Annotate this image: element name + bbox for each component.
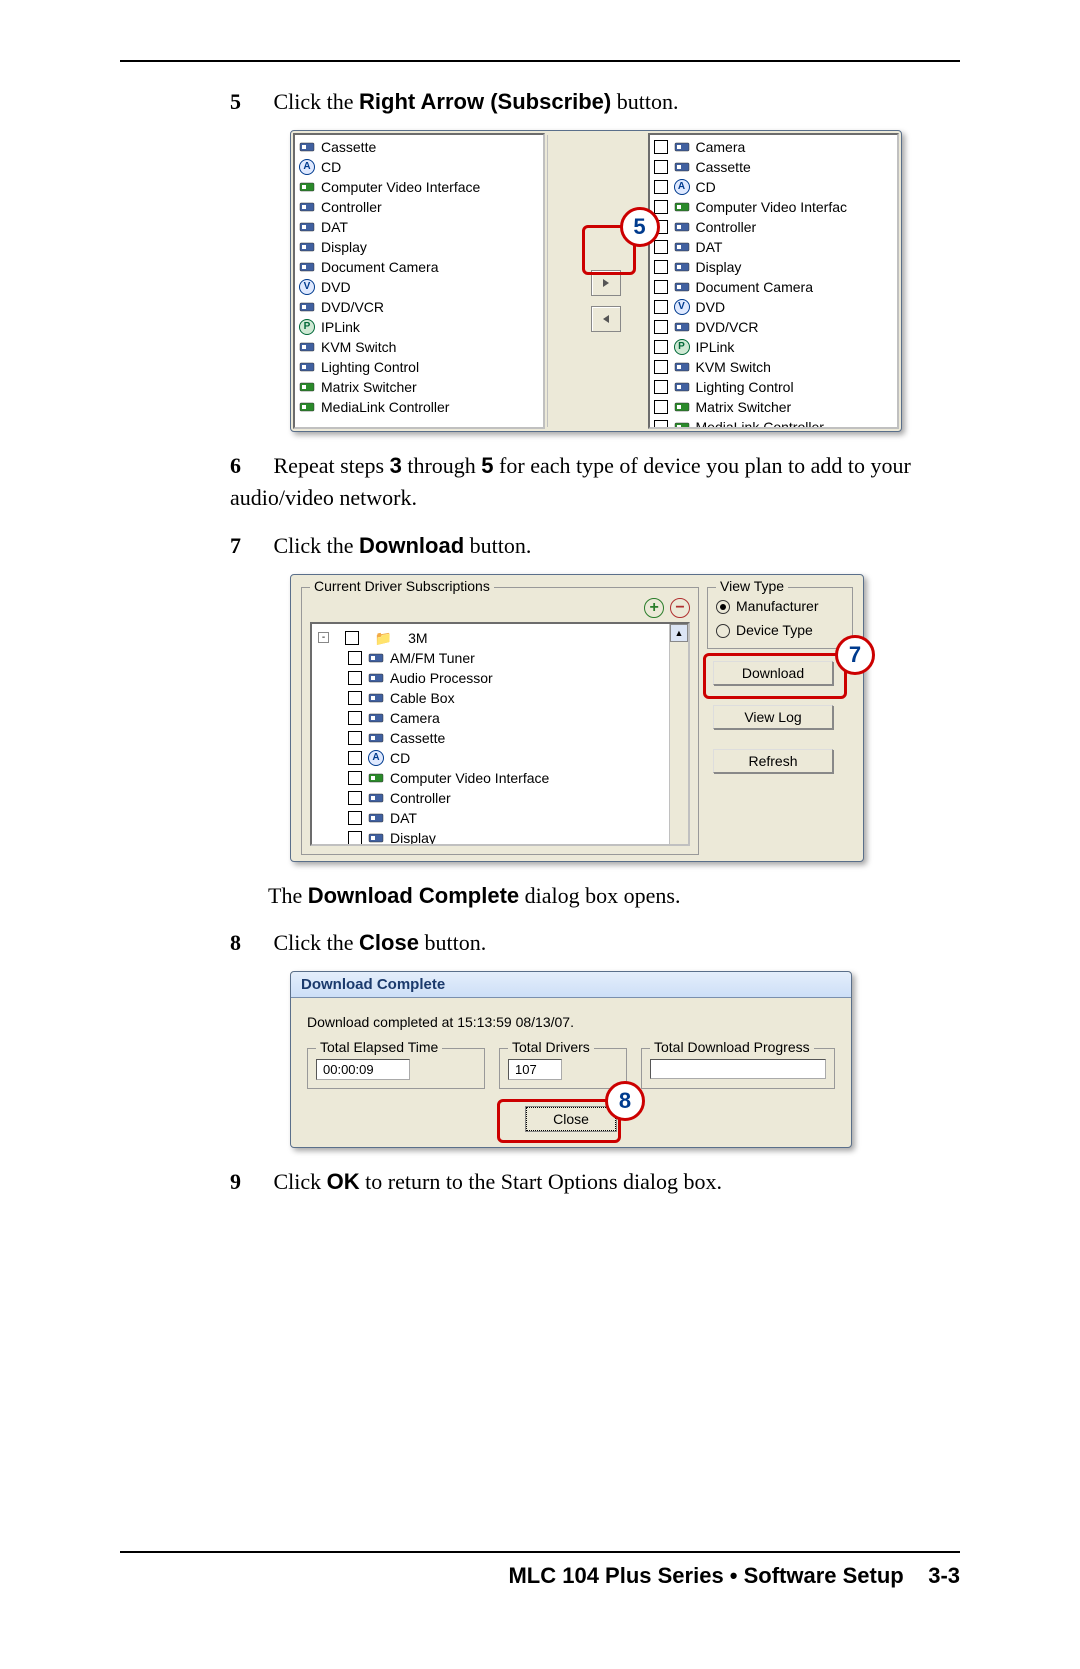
figure-subscriptions: Current Driver Subscriptions + − - 📁 3M …: [290, 574, 864, 862]
device-item[interactable]: P IPLink: [299, 317, 539, 337]
device-item[interactable]: DVD/VCR: [299, 297, 539, 317]
unsubscribe-left-button[interactable]: [591, 306, 621, 332]
add-icon[interactable]: +: [644, 598, 664, 618]
device-item[interactable]: AM/FM Tuner: [348, 648, 663, 668]
right-device-list[interactable]: Camera Cassette A CD Computer Video Inte…: [648, 133, 900, 429]
callout-7: 7: [835, 635, 875, 675]
subscriptions-group-label: Current Driver Subscriptions: [310, 578, 494, 594]
device-item[interactable]: Matrix Switcher: [654, 397, 894, 417]
device-item[interactable]: Display: [654, 257, 894, 277]
device-item[interactable]: Display: [348, 828, 663, 844]
radio-manufacturer[interactable]: Manufacturer: [716, 598, 844, 614]
viewtype-group-label: View Type: [716, 578, 788, 594]
device-item[interactable]: Cassette: [348, 728, 663, 748]
viewlog-button[interactable]: View Log: [713, 705, 833, 729]
page-footer: MLC 104 Plus Series • Software Setup 3-3: [120, 1563, 960, 1589]
device-item[interactable]: KVM Switch: [654, 357, 894, 377]
device-item[interactable]: Cassette: [299, 137, 539, 157]
figure-download-complete: Download Complete Download completed at …: [290, 971, 852, 1148]
left-device-list[interactable]: CassetteA CD Computer Video Interface Co…: [293, 133, 545, 429]
device-item[interactable]: Matrix Switcher: [299, 377, 539, 397]
device-item[interactable]: Computer Video Interfac: [654, 197, 894, 217]
device-item[interactable]: Cassette: [654, 157, 894, 177]
device-item[interactable]: Camera: [654, 137, 894, 157]
step-8: 8 Click the Close button.: [230, 927, 960, 959]
device-item[interactable]: Cable Box: [348, 688, 663, 708]
device-item[interactable]: V DVD: [299, 277, 539, 297]
device-item[interactable]: Controller: [299, 197, 539, 217]
total-drivers-value: 107: [508, 1059, 562, 1080]
callout-5: 5: [620, 207, 660, 247]
device-item[interactable]: Document Camera: [299, 257, 539, 277]
device-item[interactable]: DAT: [654, 237, 894, 257]
device-item[interactable]: Audio Processor: [348, 668, 663, 688]
device-item[interactable]: Lighting Control: [654, 377, 894, 397]
device-item[interactable]: A CD: [299, 157, 539, 177]
device-item[interactable]: P IPLink: [654, 337, 894, 357]
device-item[interactable]: Display: [299, 237, 539, 257]
refresh-button[interactable]: Refresh: [713, 749, 833, 773]
device-item[interactable]: DAT: [348, 808, 663, 828]
step-6: 6 Repeat steps 3 through 5 for each type…: [230, 450, 960, 514]
device-item[interactable]: Camera: [348, 708, 663, 728]
download-progress-bar: [650, 1059, 826, 1079]
device-item[interactable]: V DVD: [654, 297, 894, 317]
dialog-title: Download Complete: [291, 972, 851, 998]
remove-icon[interactable]: −: [670, 598, 690, 618]
figure-subscribe: CassetteA CD Computer Video Interface Co…: [290, 130, 902, 432]
device-item[interactable]: Controller: [348, 788, 663, 808]
step-7: 7 Click the Download button.: [230, 530, 960, 562]
device-item[interactable]: Computer Video Interface: [299, 177, 539, 197]
device-item[interactable]: Computer Video Interface: [348, 768, 663, 788]
elapsed-time-value: 00:00:09: [316, 1059, 410, 1080]
radio-devicetype[interactable]: Device Type: [716, 622, 844, 638]
device-item[interactable]: Lighting Control: [299, 357, 539, 377]
callout-8: 8: [605, 1081, 645, 1121]
device-item[interactable]: A CD: [348, 748, 663, 768]
step-9: 9 Click OK to return to the Start Option…: [230, 1166, 960, 1198]
device-item[interactable]: A CD: [654, 177, 894, 197]
download-status-text: Download completed at 15:13:59 08/13/07.: [307, 1014, 835, 1030]
device-item[interactable]: MediaLink Controller: [299, 397, 539, 417]
device-item[interactable]: MediaLink Controller: [654, 417, 894, 429]
device-item[interactable]: KVM Switch: [299, 337, 539, 357]
device-item[interactable]: Document Camera: [654, 277, 894, 297]
subscription-tree[interactable]: - 📁 3M AM/FM Tuner Audio Processor Cable…: [312, 624, 669, 844]
device-item[interactable]: DAT: [299, 217, 539, 237]
device-item[interactable]: DVD/VCR: [654, 317, 894, 337]
device-item[interactable]: Controller: [654, 217, 894, 237]
download-complete-note: The Download Complete dialog box opens.: [268, 880, 960, 912]
step-5: 5 Click the Right Arrow (Subscribe) butt…: [230, 86, 960, 118]
